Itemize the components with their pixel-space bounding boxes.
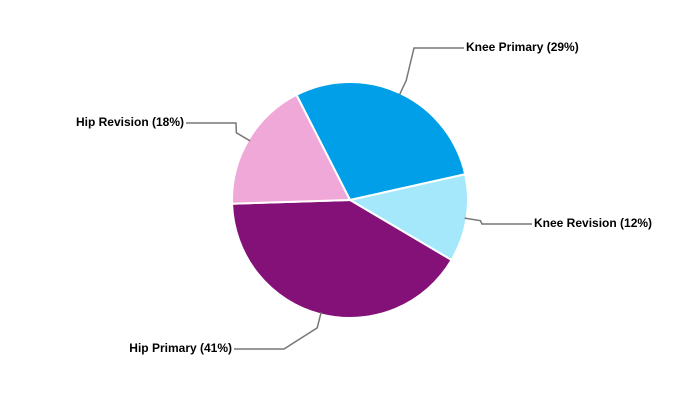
leader-line xyxy=(464,217,532,225)
slice-label: Hip Revision (18%) xyxy=(76,115,184,129)
leader-line xyxy=(186,122,251,142)
slice-label: Knee Revision (12%) xyxy=(534,216,652,230)
leader-line xyxy=(398,47,464,96)
leader-line xyxy=(234,312,322,350)
slice-label: Hip Primary (41%) xyxy=(129,341,232,355)
slice-label: Knee Primary (29%) xyxy=(466,40,579,54)
